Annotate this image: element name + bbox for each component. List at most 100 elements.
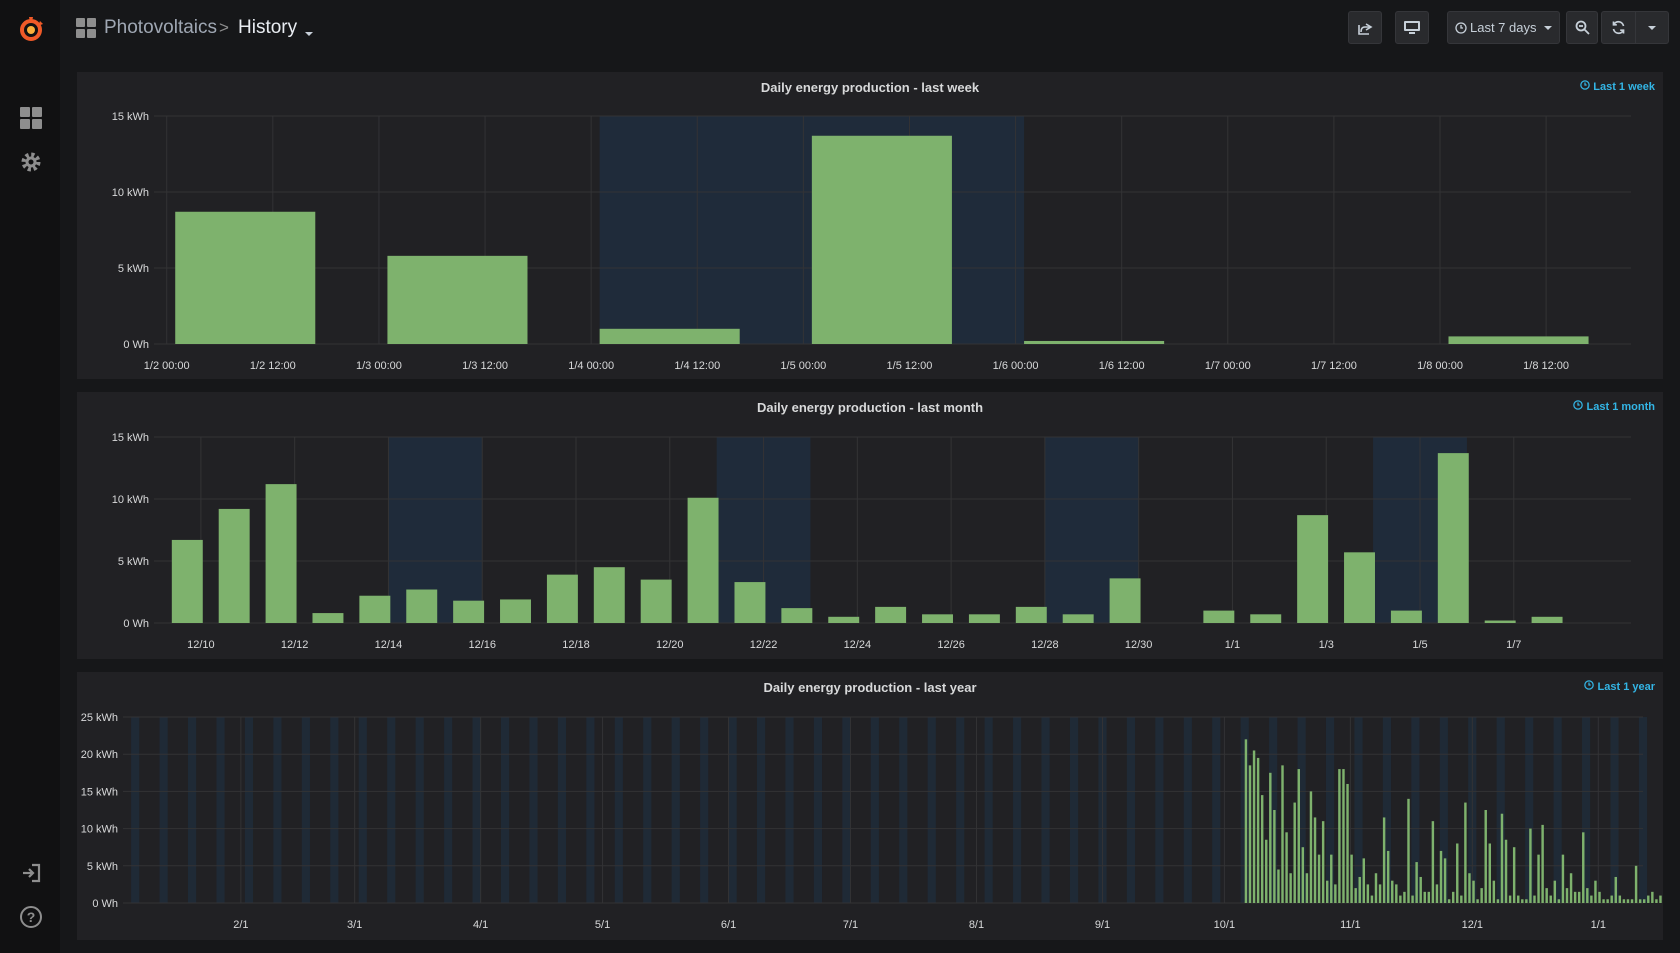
bar[interactable] xyxy=(1395,884,1398,903)
bar[interactable] xyxy=(1297,515,1329,623)
bar[interactable] xyxy=(1427,891,1431,903)
bar[interactable] xyxy=(1321,821,1325,903)
bar[interactable] xyxy=(1269,772,1272,903)
bar[interactable] xyxy=(1634,865,1638,903)
bar[interactable] xyxy=(312,613,344,623)
bar[interactable] xyxy=(1415,862,1418,903)
bar[interactable] xyxy=(1062,614,1094,623)
bar[interactable] xyxy=(1537,854,1540,903)
bar[interactable] xyxy=(1411,895,1414,903)
bar[interactable] xyxy=(1382,817,1386,903)
bar[interactable] xyxy=(1500,813,1504,903)
bar[interactable] xyxy=(1464,802,1467,903)
bar[interactable] xyxy=(1358,876,1361,903)
bar[interactable] xyxy=(1557,899,1561,903)
panel-title[interactable]: Daily energy production - last week xyxy=(760,80,980,95)
bar[interactable] xyxy=(1525,899,1528,903)
bar[interactable] xyxy=(1362,858,1366,903)
bar[interactable] xyxy=(1643,899,1646,903)
dashboard-title[interactable]: History xyxy=(238,17,298,38)
bar[interactable] xyxy=(1561,854,1565,903)
bar[interactable] xyxy=(1618,895,1622,903)
bar[interactable] xyxy=(1366,884,1370,903)
bar[interactable] xyxy=(1622,899,1626,903)
bar[interactable] xyxy=(1250,614,1282,623)
refresh-interval-dropdown[interactable] xyxy=(1636,12,1668,43)
bar[interactable] xyxy=(1260,795,1264,903)
grafana-logo-icon[interactable] xyxy=(16,14,46,44)
bar[interactable] xyxy=(218,508,250,623)
bar[interactable] xyxy=(387,255,528,344)
bar[interactable] xyxy=(1456,843,1459,903)
panel-title[interactable]: Daily energy production - last month xyxy=(756,400,984,415)
bar[interactable] xyxy=(1647,895,1650,903)
bar[interactable] xyxy=(1350,854,1353,903)
bar[interactable] xyxy=(265,484,297,623)
bar[interactable] xyxy=(1437,453,1469,623)
bar[interactable] xyxy=(1297,769,1300,903)
bar[interactable] xyxy=(175,211,316,344)
bar[interactable] xyxy=(1655,899,1658,903)
bar[interactable] xyxy=(1391,880,1394,903)
bar[interactable] xyxy=(1342,769,1345,903)
bar[interactable] xyxy=(1419,876,1422,903)
bar[interactable] xyxy=(1439,850,1443,903)
share-button[interactable] xyxy=(1348,11,1382,44)
bar[interactable] xyxy=(811,135,952,344)
bar[interactable] xyxy=(1651,891,1654,903)
bar[interactable] xyxy=(1638,899,1642,903)
bar[interactable] xyxy=(1476,899,1479,903)
bar[interactable] xyxy=(500,599,531,623)
bar[interactable] xyxy=(1305,873,1309,903)
bar[interactable] xyxy=(1626,899,1630,903)
bar[interactable] xyxy=(1265,839,1268,903)
bar[interactable] xyxy=(1248,765,1252,903)
breadcrumb-folder[interactable]: Photovoltaics xyxy=(104,17,218,38)
bar[interactable] xyxy=(1448,336,1589,344)
dashboard-grid-icon[interactable] xyxy=(76,18,96,43)
bar[interactable] xyxy=(1630,899,1634,903)
bar[interactable] xyxy=(1472,880,1475,903)
bar[interactable] xyxy=(1386,850,1390,903)
bar[interactable] xyxy=(1334,884,1337,903)
panel-title[interactable]: Daily energy production - last year xyxy=(763,680,977,695)
bar[interactable] xyxy=(1370,895,1374,903)
bar[interactable] xyxy=(1565,888,1569,903)
bar[interactable] xyxy=(640,579,672,623)
bar[interactable] xyxy=(1346,783,1349,903)
bar[interactable] xyxy=(1277,869,1280,903)
bar[interactable] xyxy=(828,616,860,623)
bar[interactable] xyxy=(1447,899,1451,903)
bar[interactable] xyxy=(968,614,1000,623)
bar[interactable] xyxy=(1582,832,1585,903)
bar[interactable] xyxy=(1484,620,1516,623)
bar[interactable] xyxy=(1590,895,1593,903)
bar[interactable] xyxy=(1545,888,1548,903)
bar[interactable] xyxy=(1529,828,1532,903)
bar[interactable] xyxy=(1325,880,1329,903)
bar[interactable] xyxy=(1344,552,1375,623)
bar[interactable] xyxy=(453,600,485,623)
title-dropdown-icon[interactable] xyxy=(304,25,314,43)
bar[interactable] xyxy=(1431,821,1435,903)
bar[interactable] xyxy=(1480,888,1483,903)
bar[interactable] xyxy=(1015,606,1047,623)
bar[interactable] xyxy=(1492,880,1496,903)
bar[interactable] xyxy=(1285,832,1288,903)
bar[interactable] xyxy=(593,567,625,623)
bar[interactable] xyxy=(1109,578,1141,623)
bar[interactable] xyxy=(1508,895,1512,903)
dashboards-icon[interactable] xyxy=(18,105,44,131)
bar[interactable] xyxy=(1313,817,1317,903)
bar[interactable] xyxy=(1289,873,1292,903)
bar[interactable] xyxy=(1407,798,1410,903)
bar[interactable] xyxy=(1610,895,1613,903)
bar[interactable] xyxy=(1423,891,1426,903)
refresh-button[interactable] xyxy=(1602,12,1636,43)
bar[interactable] xyxy=(1602,899,1605,903)
bar[interactable] xyxy=(1553,880,1557,903)
bar[interactable] xyxy=(1273,810,1276,903)
bar[interactable] xyxy=(1496,899,1500,903)
bar[interactable] xyxy=(1517,895,1520,903)
bar[interactable] xyxy=(1330,854,1333,903)
